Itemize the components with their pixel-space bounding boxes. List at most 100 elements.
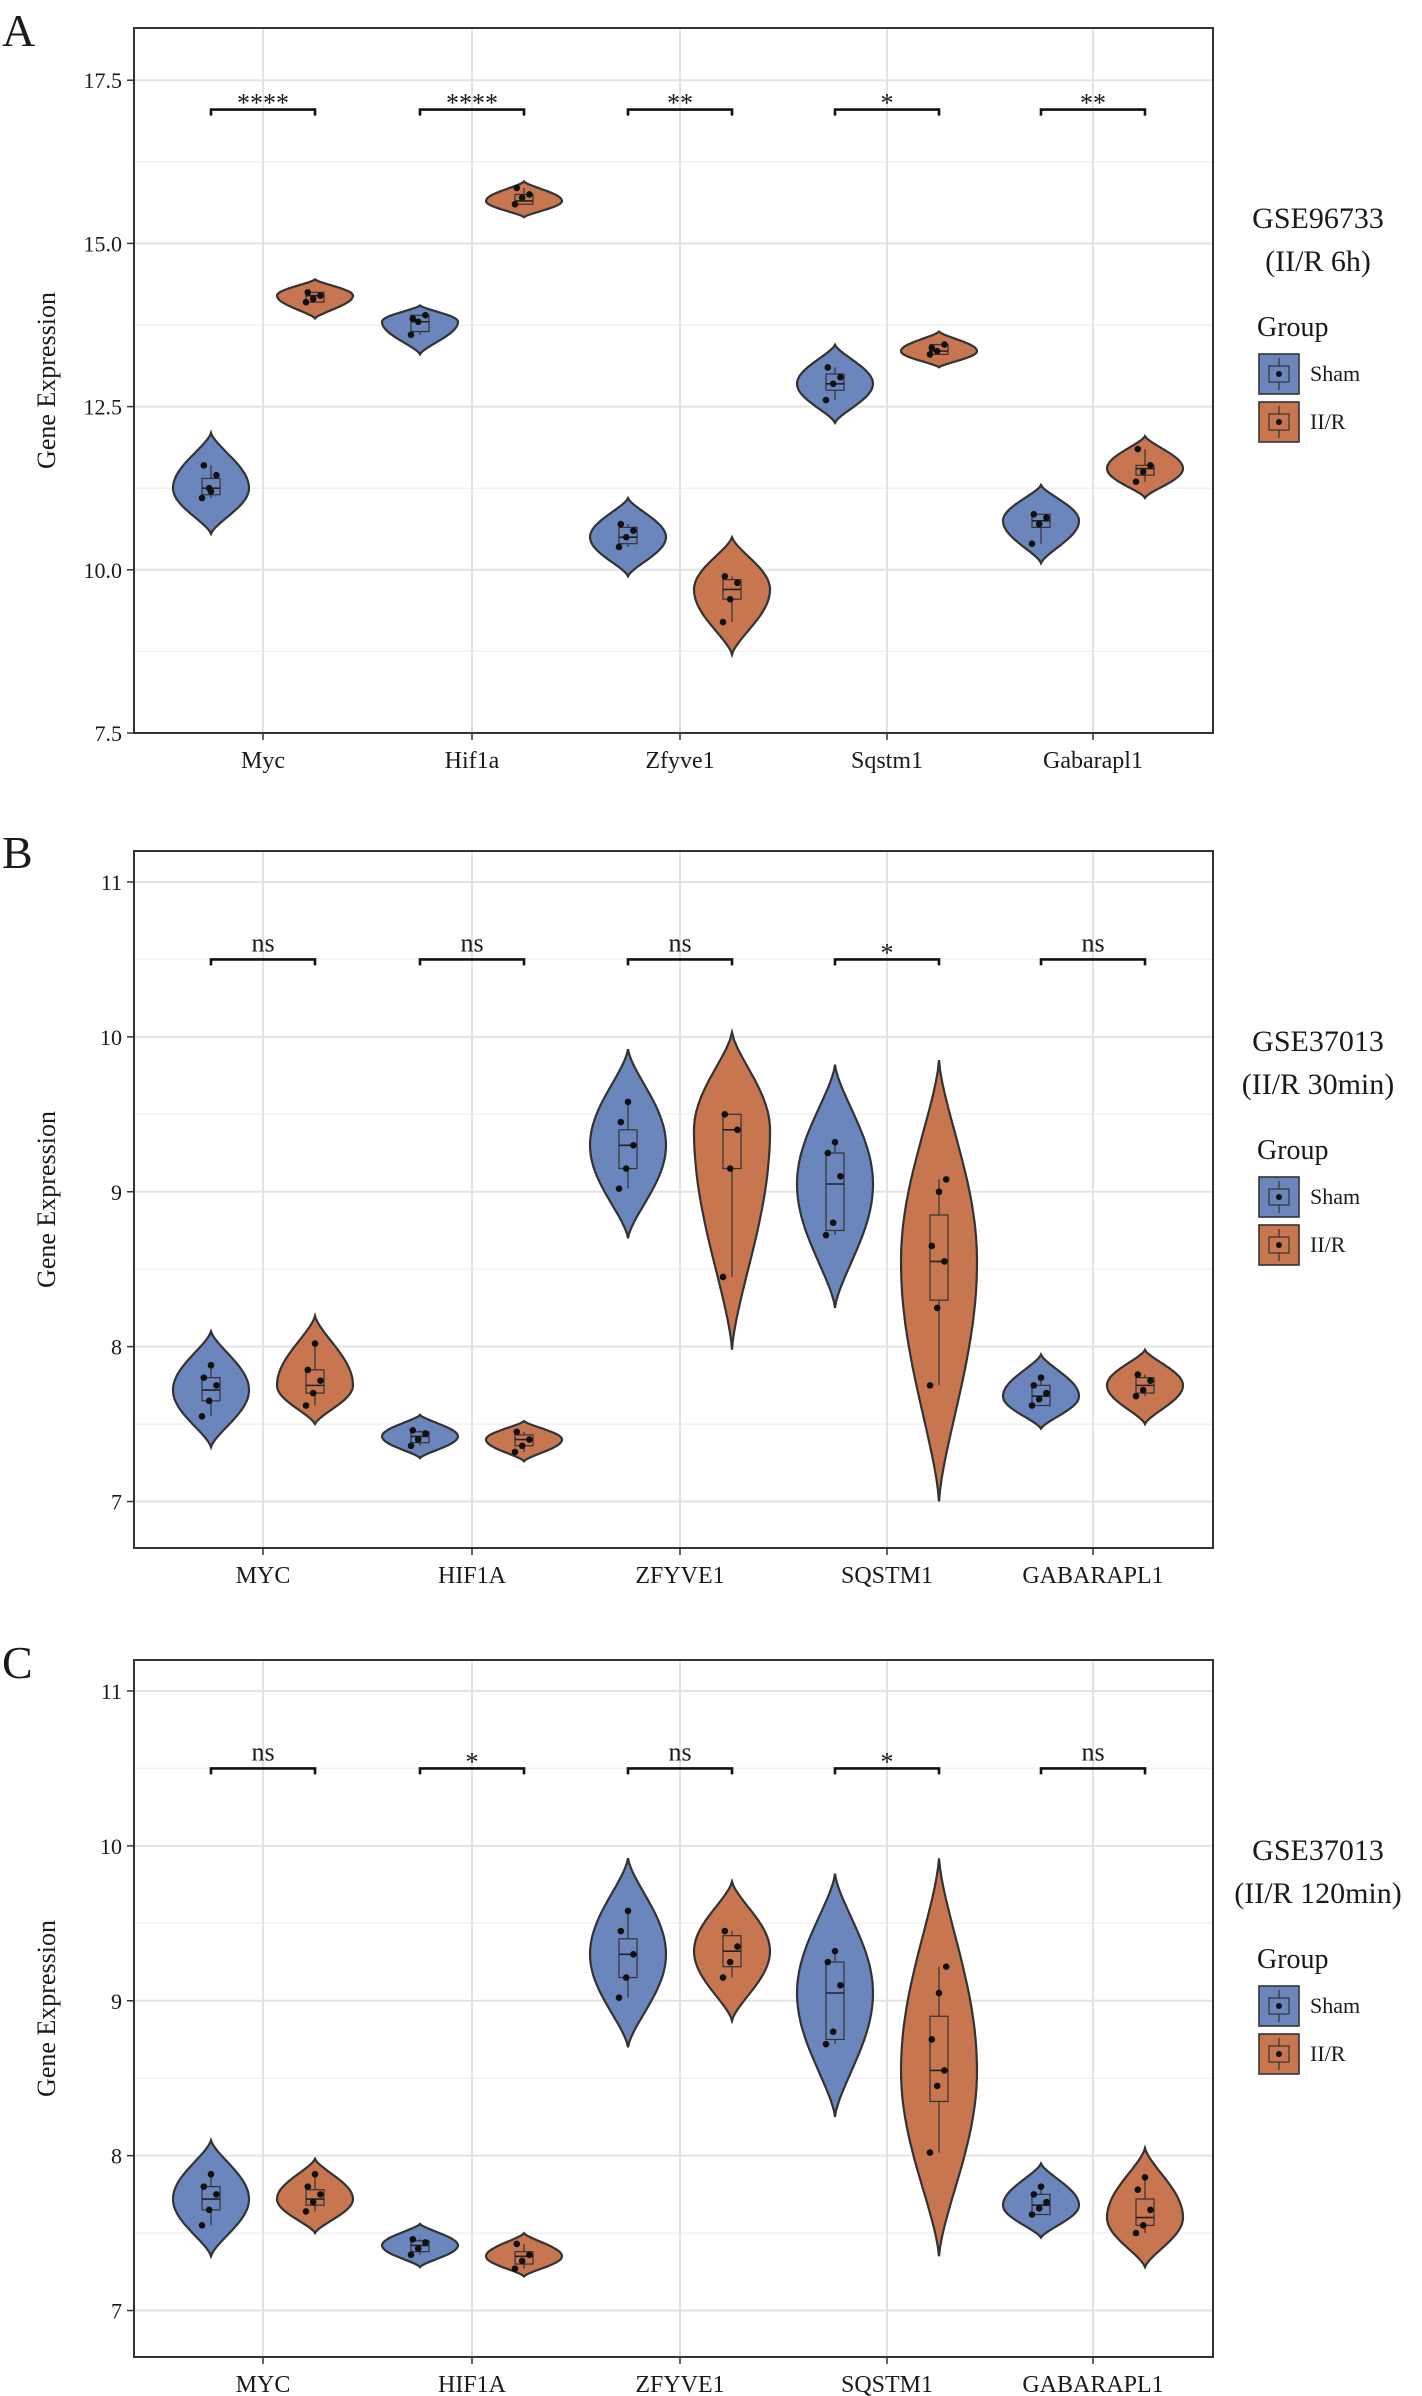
x-tick-label: HIF1A bbox=[438, 1563, 507, 1589]
y-axis-label: Gene Expression bbox=[32, 1111, 61, 1288]
data-point bbox=[822, 2040, 830, 2048]
data-point bbox=[513, 1428, 521, 1436]
data-point bbox=[941, 341, 948, 348]
box bbox=[618, 1129, 638, 1170]
significance-label: * bbox=[881, 1747, 894, 1776]
data-point bbox=[414, 318, 422, 326]
data-point bbox=[926, 351, 934, 358]
x-tick-label: GABARAPL1 bbox=[1022, 1563, 1163, 1589]
data-point bbox=[1043, 2198, 1050, 2206]
data-point bbox=[311, 2170, 319, 2178]
data-point bbox=[513, 184, 521, 192]
significance-label: ns bbox=[668, 928, 691, 957]
data-point bbox=[526, 1436, 533, 1443]
data-point bbox=[198, 2222, 206, 2229]
data-point bbox=[824, 364, 832, 371]
significance-bracket bbox=[833, 958, 941, 966]
data-point bbox=[734, 1943, 741, 1950]
data-point bbox=[511, 200, 519, 208]
data-point bbox=[200, 2183, 208, 2190]
legend: Group Sham II/R bbox=[1257, 312, 1360, 443]
data-point bbox=[928, 1242, 936, 1250]
x-tick-label: SQSTM1 bbox=[841, 1563, 933, 1589]
legend-title: Group bbox=[1257, 1135, 1329, 1166]
data-point bbox=[205, 2206, 213, 2214]
significance-label: ns bbox=[460, 928, 483, 957]
data-point bbox=[1030, 2191, 1038, 2198]
data-point bbox=[1028, 2211, 1036, 2218]
significance-bracket bbox=[209, 958, 317, 966]
significance-bracket bbox=[1039, 958, 1147, 966]
legend-title: Group bbox=[1257, 1944, 1329, 1975]
legend-key-dot bbox=[1276, 1194, 1282, 1200]
data-point bbox=[213, 1382, 220, 1389]
legend-key-dot bbox=[1276, 371, 1282, 377]
data-point bbox=[422, 2239, 429, 2246]
data-point bbox=[630, 1141, 637, 1149]
x-tick-label: HIF1A bbox=[438, 2372, 507, 2396]
legend-label-sham: Sham bbox=[1310, 1993, 1360, 2018]
data-point bbox=[831, 1138, 839, 1146]
data-point bbox=[317, 2191, 324, 2198]
data-point bbox=[615, 543, 623, 551]
data-point bbox=[198, 1413, 206, 1420]
data-point bbox=[309, 295, 317, 303]
data-point bbox=[829, 380, 837, 388]
significance-label: ** bbox=[667, 89, 693, 118]
significance-bracket bbox=[626, 1767, 734, 1775]
data-point bbox=[617, 520, 625, 528]
data-point bbox=[511, 2265, 519, 2273]
data-point bbox=[1141, 2174, 1149, 2181]
legend: Group Sham II/R bbox=[1257, 1135, 1360, 1266]
significance-bracket bbox=[626, 108, 734, 116]
plot-border bbox=[133, 850, 1214, 1549]
dataset-condition: (II/R 120min) bbox=[1234, 1877, 1401, 1910]
data-point bbox=[1147, 1377, 1154, 1385]
data-point bbox=[526, 2251, 533, 2259]
x-tick-label: MYC bbox=[236, 2372, 291, 2396]
significance-bracket bbox=[209, 108, 317, 116]
data-point bbox=[317, 1377, 324, 1385]
data-point bbox=[511, 1448, 519, 1456]
data-point bbox=[630, 1950, 637, 1958]
data-point bbox=[726, 1958, 734, 1966]
y-tick-label: 12.5 bbox=[84, 395, 123, 420]
data-point bbox=[409, 2235, 417, 2243]
data-point bbox=[1035, 2205, 1043, 2212]
data-point bbox=[928, 2036, 936, 2043]
data-point bbox=[734, 579, 741, 587]
data-point bbox=[302, 1402, 310, 1409]
data-point bbox=[721, 573, 729, 580]
significance-bracket bbox=[418, 958, 526, 966]
significance-label: * bbox=[881, 89, 894, 118]
legend: Group Sham II/R bbox=[1257, 1944, 1360, 2075]
data-point bbox=[617, 1927, 625, 1935]
data-point bbox=[941, 2067, 948, 2074]
significance-label: **** bbox=[237, 89, 289, 118]
data-point bbox=[933, 347, 941, 355]
data-point bbox=[837, 1172, 844, 1180]
data-point bbox=[1132, 478, 1140, 485]
x-tick-label: Hif1a bbox=[445, 748, 500, 774]
data-point bbox=[622, 533, 630, 541]
significance-label: **** bbox=[446, 89, 498, 118]
y-tick-label: 10.0 bbox=[84, 558, 123, 583]
data-point bbox=[831, 1947, 839, 1955]
data-point bbox=[1139, 468, 1147, 476]
data-point bbox=[422, 1430, 429, 1437]
legend-key-dot bbox=[1276, 2003, 1282, 2009]
data-point bbox=[1043, 1389, 1050, 1397]
data-point bbox=[933, 1304, 941, 1312]
data-point bbox=[1132, 1392, 1140, 1400]
y-tick-label: 9 bbox=[111, 1989, 122, 2014]
data-point bbox=[200, 462, 208, 469]
y-tick-label: 8 bbox=[111, 1335, 122, 1360]
legend-label-iir: II/R bbox=[1310, 1232, 1346, 1257]
data-point bbox=[935, 1989, 943, 1997]
y-tick-label: 8 bbox=[111, 2144, 122, 2169]
data-point bbox=[721, 1111, 729, 1118]
y-tick-label: 11 bbox=[101, 1679, 122, 1704]
x-tick-label: Zfyve1 bbox=[645, 748, 714, 774]
data-point bbox=[1132, 2229, 1140, 2237]
